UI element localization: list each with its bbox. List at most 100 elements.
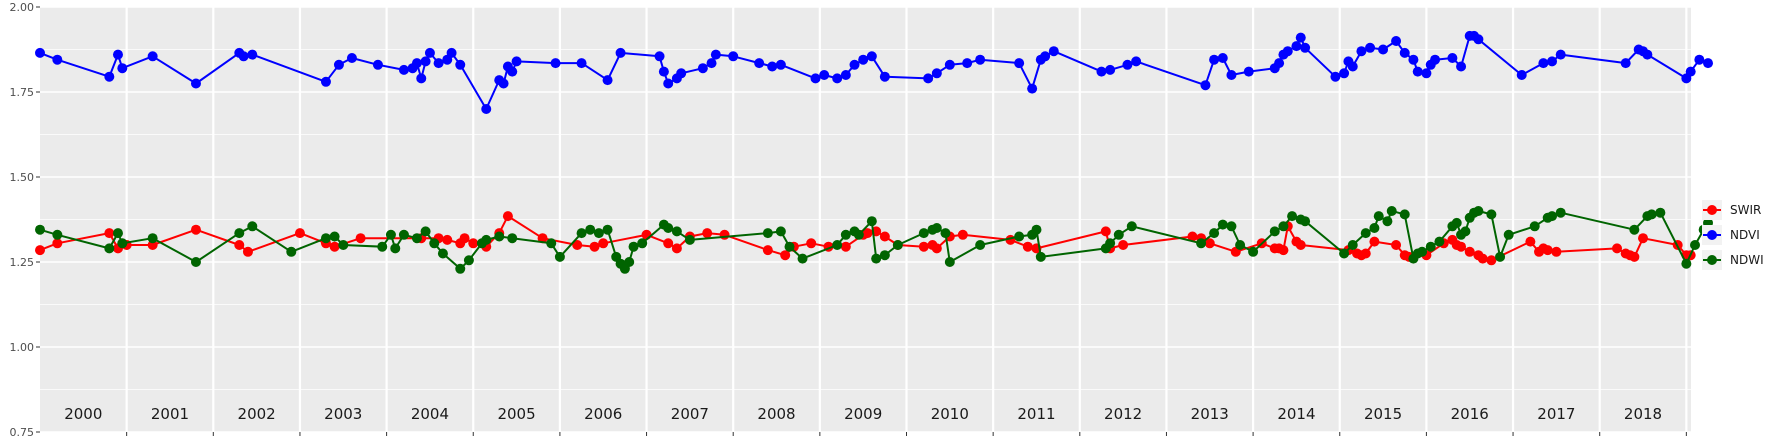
data-point-ndwi bbox=[398, 229, 409, 240]
data-point-ndwi bbox=[918, 228, 929, 239]
data-point-ndwi bbox=[762, 228, 773, 239]
data-point-swir bbox=[468, 238, 479, 249]
data-point-swir bbox=[1391, 240, 1402, 250]
data-point-ndwi bbox=[1473, 206, 1484, 216]
data-point-ndwi bbox=[1451, 217, 1462, 228]
data-point-ndvi bbox=[1040, 51, 1051, 62]
data-point-ndvi bbox=[398, 64, 409, 75]
data-point-ndwi bbox=[1113, 229, 1124, 240]
data-point-ndvi bbox=[832, 73, 843, 84]
data-point-ndvi bbox=[372, 59, 383, 70]
data-point-ndvi bbox=[446, 47, 457, 58]
grid bbox=[40, 6, 1691, 433]
data-point-ndwi bbox=[429, 238, 440, 249]
data-point-ndvi bbox=[1685, 66, 1696, 77]
data-point-swir bbox=[1551, 246, 1562, 257]
year-label: 2015 bbox=[1364, 405, 1402, 423]
data-point-swir bbox=[355, 233, 366, 244]
data-point-ndwi bbox=[585, 224, 596, 235]
data-point-ndwi bbox=[1126, 221, 1137, 232]
data-point-swir bbox=[1278, 245, 1289, 256]
data-point-ndvi bbox=[117, 63, 128, 74]
y-tick-label: 1.25 bbox=[10, 256, 35, 269]
data-point-swir bbox=[294, 228, 305, 239]
data-point-ndwi bbox=[1235, 240, 1246, 250]
data-point-ndvi bbox=[1096, 66, 1107, 77]
data-point-ndvi bbox=[1226, 70, 1237, 80]
year-label: 2008 bbox=[757, 405, 795, 423]
data-point-swir bbox=[572, 240, 583, 250]
data-point-swir bbox=[918, 241, 929, 252]
data-point-ndvi bbox=[238, 51, 249, 62]
data-point-ndwi bbox=[455, 263, 466, 274]
data-point-ndwi bbox=[1347, 240, 1358, 250]
data-point-ndvi bbox=[1412, 66, 1423, 77]
data-point-ndwi bbox=[463, 255, 474, 266]
data-point-ndvi bbox=[1330, 71, 1341, 82]
data-point-swir bbox=[537, 233, 548, 244]
data-point-ndwi bbox=[1373, 211, 1384, 222]
data-point-ndvi bbox=[615, 47, 626, 58]
data-point-swir bbox=[242, 246, 253, 257]
data-point-ndvi bbox=[1694, 54, 1705, 65]
data-point-ndvi bbox=[754, 58, 765, 69]
year-label: 2005 bbox=[497, 405, 535, 423]
data-point-ndvi bbox=[602, 75, 613, 86]
data-point-swir bbox=[442, 234, 453, 245]
data-point-ndvi bbox=[550, 58, 561, 69]
data-point-swir bbox=[1022, 241, 1033, 252]
data-point-ndwi bbox=[637, 238, 648, 249]
data-point-swir bbox=[35, 245, 45, 256]
data-point-ndwi bbox=[1646, 209, 1657, 220]
data-point-ndwi bbox=[1629, 224, 1640, 235]
data-point-ndvi bbox=[840, 70, 851, 80]
data-point-ndvi bbox=[1430, 54, 1441, 65]
data-point-ndwi bbox=[663, 223, 674, 233]
data-point-ndvi bbox=[879, 71, 890, 82]
data-point-ndvi bbox=[1131, 56, 1142, 67]
data-point-ndwi bbox=[1425, 241, 1436, 252]
data-point-ndvi bbox=[1356, 46, 1367, 57]
year-label: 2001 bbox=[151, 405, 189, 423]
data-point-swir bbox=[1464, 246, 1475, 257]
data-point-ndvi bbox=[775, 59, 786, 70]
data-point-ndvi bbox=[1200, 80, 1211, 91]
data-point-ndvi bbox=[1274, 58, 1285, 69]
year-label: 2011 bbox=[1017, 405, 1055, 423]
data-point-ndwi bbox=[1369, 223, 1380, 233]
data-point-swir bbox=[1477, 253, 1488, 264]
data-point-ndvi bbox=[481, 104, 492, 114]
data-point-ndvi bbox=[944, 59, 955, 70]
data-point-ndwi bbox=[944, 257, 955, 267]
data-point-swir bbox=[1638, 233, 1649, 244]
data-point-ndwi bbox=[775, 226, 786, 237]
data-point-ndvi bbox=[975, 54, 986, 65]
data-point-swir bbox=[52, 238, 63, 249]
legend: SWIR NDVI NDWI bbox=[1702, 200, 1764, 270]
data-point-ndwi bbox=[1339, 248, 1350, 259]
data-point-ndvi bbox=[1447, 53, 1458, 63]
data-point-ndwi bbox=[52, 229, 63, 240]
data-point-ndvi bbox=[931, 68, 942, 79]
data-point-ndwi bbox=[1014, 231, 1025, 242]
data-point-ndwi bbox=[593, 228, 604, 239]
data-point-ndwi bbox=[507, 233, 518, 244]
data-point-ndwi bbox=[940, 228, 951, 239]
data-point-ndwi bbox=[1386, 206, 1397, 216]
y-tick-label: 1.75 bbox=[10, 86, 35, 99]
data-point-ndvi bbox=[1391, 36, 1402, 46]
year-label: 2000 bbox=[64, 405, 102, 423]
data-point-ndwi bbox=[554, 251, 565, 262]
data-point-ndwi bbox=[546, 238, 557, 249]
legend-key-point bbox=[1707, 230, 1717, 240]
data-point-ndvi bbox=[1408, 54, 1419, 65]
year-label: 2018 bbox=[1624, 405, 1662, 423]
data-point-swir bbox=[234, 240, 245, 250]
data-point-ndvi bbox=[35, 47, 45, 58]
data-point-ndwi bbox=[832, 240, 843, 250]
data-point-swir bbox=[840, 241, 851, 252]
data-point-ndwi bbox=[1460, 226, 1471, 237]
data-point-ndwi bbox=[871, 253, 882, 264]
data-point-swir bbox=[862, 228, 873, 239]
